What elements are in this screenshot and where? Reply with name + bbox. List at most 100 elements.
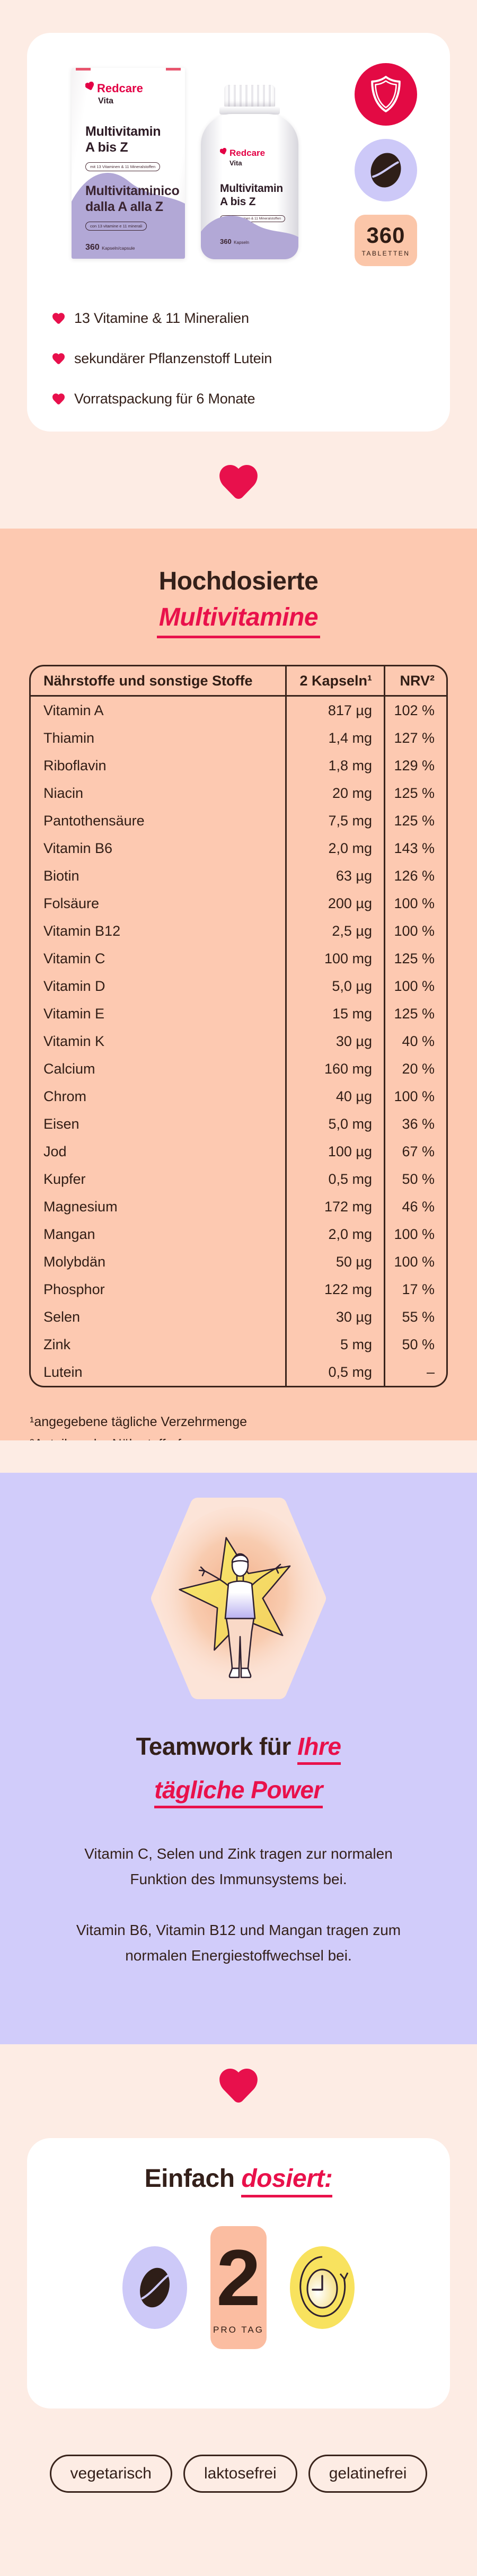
table-row: Pantothensäure 7,5 mg 125 % [31,807,446,834]
box-flap-right [166,68,181,71]
nutrient-amount: 817 µg [285,696,385,724]
claim-badge: laktosefrei [183,2455,297,2493]
teamwork-paragraph-1: Vitamin C, Selen und Zink tragen zur nor… [84,1845,393,1887]
table-row: Calcium 160 mg 20 % [31,1055,446,1083]
nutrient-amount: 30 µg [285,1303,385,1331]
table-row: Jod 100 µg 67 % [31,1138,446,1165]
footnote-1: ¹angegebene tägliche Verzehrmenge [30,1414,248,1429]
heart-icon [220,148,227,155]
nutrient-nrv: – [384,1358,446,1386]
table-row: Riboflavin 1,8 mg 129 % [31,752,446,779]
nutrient-amount: 20 mg [285,779,385,807]
nutrient-amount: 160 mg [285,1055,385,1083]
list-item: sekundärer Pflanzenstoff Lutein [52,338,423,379]
box-brand-sub: Vita [98,96,114,105]
heart-bullet-icon [52,312,65,324]
nutrient-name: Lutein [43,1364,83,1380]
nutrient-amount: 172 mg [285,1193,385,1220]
clock-repeat-icon [299,2256,349,2317]
nutrient-name: Vitamin C [43,950,105,966]
bottle-brand-sub: Vita [229,159,242,167]
box-purple-wave [72,173,185,259]
nutrient-nrv: 36 % [384,1110,446,1138]
dosage-icons-row: 2 PRO TAG [27,2226,450,2349]
bottle-title: Multivitamin A bis Z [220,182,283,208]
bottle-count: 360 Kapseln [220,238,250,245]
box-claim-badge: mit 13 Vitaminen & 11 Mineralstoffen [85,161,161,171]
dosage-heading-accent: dosiert: [241,2165,333,2197]
table-row: Vitamin B12 2,5 µg 100 % [31,917,446,945]
bullet-label: Vorratspackung für 6 Monate [74,390,255,407]
nutrient-amount: 100 mg [285,945,385,972]
bullet-label: sekundärer Pflanzenstoff Lutein [74,350,272,366]
box-count: 360 Kapseln/capsule [85,243,135,252]
product-box-image: Redcare Vita Multivitamin A bis Z mit 13… [72,68,185,259]
table-row: Vitamin E 15 mg 125 % [31,1000,446,1027]
column-header-name: Nährstoffe und sonstige Stoffe [31,666,286,697]
footnote-2: ²Anteil an der Nährstoffreferenzmenge [30,1433,477,1440]
nutrient-name: Biotin [43,867,80,884]
heart-icon [219,2069,258,2103]
tablet-icon [370,153,401,188]
daily-clock-feature [290,2246,355,2329]
nutrient-nrv: 100 % [384,972,446,1000]
nutrient-name: Molybdän [43,1253,106,1270]
nutrients-table: Nährstoffe und sonstige Stoffe 2 Kapseln… [29,665,448,1387]
bullet-label: 13 Vitamine & 11 Mineralien [74,310,249,326]
table-row: Vitamin K 30 µg 40 % [31,1027,446,1055]
table-row: Vitamin B6 2,0 mg 143 % [31,834,446,862]
nutrients-section: Hochdosierte Multivitamine Nährstoffe un… [0,529,477,1440]
nutrient-nrv: 100 % [384,890,446,917]
nutrient-name: Phosphor [43,1281,105,1297]
nutrient-amount: 2,0 mg [285,834,385,862]
nutrient-amount: 7,5 mg [285,807,385,834]
table-row: Folsäure 200 µg 100 % [31,890,446,917]
table-row: Mangan 2,0 mg 100 % [31,1220,446,1248]
teamwork-heading-accent2: tägliche Power [154,1776,323,1808]
count-chip-number: 360 [366,222,405,248]
heart-divider [0,2069,477,2103]
product-infographic: Redcare Vita Multivitamin A bis Z mit 13… [0,33,477,2576]
nutrient-amount: 200 µg [285,890,385,917]
bottle-brand-name: Redcare [229,148,266,158]
teamwork-heading-prefix: Teamwork für [136,1733,298,1760]
nutrient-nrv: 100 % [384,1083,446,1110]
column-header-nrv: NRV² [384,666,446,697]
dose-count: 2 [216,2233,261,2322]
nutrient-name: Folsäure [43,895,100,911]
table-row: Zink 5 mg 50 % [31,1331,446,1358]
tablet-feature [355,139,417,201]
nutrient-nrv: 17 % [384,1276,446,1303]
claim-badge: vegetarisch [49,2455,172,2493]
box-brand-logo: Redcare Vita [85,82,143,106]
person-star-illustration [151,1498,326,1699]
nutrient-name: Kupfer [43,1171,86,1187]
nutrients-heading-line1: Hochdosierte [158,567,319,595]
nutrient-nrv: 127 % [384,724,446,752]
nutrient-name: Selen [43,1308,81,1325]
table-footnotes: ¹angegebene tägliche Verzehrmenge ²Antei… [30,1411,477,1440]
nutrient-name: Riboflavin [43,757,107,773]
nutrient-nrv: 102 % [384,696,446,724]
hexagon-illustration [0,1498,477,1699]
box-brand-name: Redcare [97,82,143,95]
product-bottle-image: Redcare Vita Multivitamin A bis Z mit 13… [201,85,298,260]
teamwork-section: Teamwork für Ihre tägliche Power Vitamin… [0,1473,477,2044]
table-row: Vitamin C 100 mg 125 % [31,945,446,972]
bottle-body: Redcare Vita Multivitamin A bis Z mit 13… [201,114,298,259]
claim-badge: gelatinefrei [308,2455,428,2493]
nutrient-name: Jod [43,1143,67,1159]
table-header-row: Nährstoffe und sonstige Stoffe 2 Kapseln… [31,666,446,697]
count-chip: 360 TABLETTEN [355,215,417,266]
nutrient-nrv: 143 % [384,834,446,862]
bottle-brand-logo: Redcare Vita [220,148,265,167]
nutrient-amount: 2,0 mg [285,1220,385,1248]
table-row: Molybdän 50 µg 100 % [31,1248,446,1276]
table-row: Vitamin A 817 µg 102 % [31,696,446,724]
nutrient-amount: 5,0 µg [285,972,385,1000]
column-header-amount: 2 Kapseln¹ [285,666,385,697]
nutrient-name: Thiamin [43,729,95,746]
nutrient-name: Zink [43,1336,71,1352]
nutrients-heading-line2: Multivitamine [0,604,477,638]
shield-feature [355,63,417,126]
